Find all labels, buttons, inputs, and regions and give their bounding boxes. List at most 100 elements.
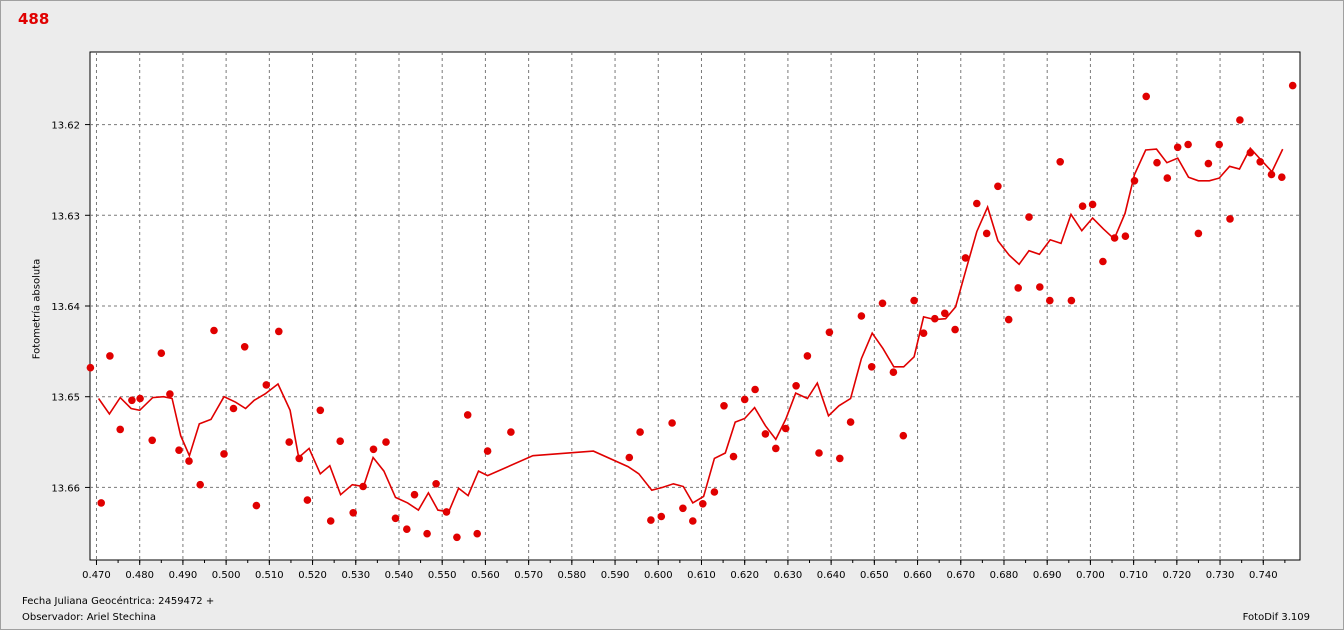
data-point: [740, 395, 749, 404]
data-point: [657, 512, 666, 521]
x-tick-label: 0.570: [514, 570, 543, 581]
x-tick-label: 0.700: [1076, 570, 1105, 581]
julian-date-label: Fecha Juliana Geocéntrica: 2459472 +: [22, 596, 215, 607]
series-line: [97, 146, 1284, 513]
data-point: [262, 381, 271, 389]
data-point: [185, 457, 193, 465]
data-point: [229, 404, 238, 413]
data-point: [710, 488, 719, 496]
data-point: [1226, 215, 1234, 223]
data-point: [275, 327, 283, 336]
data-point: [647, 516, 655, 524]
data-point: [761, 430, 770, 438]
data-point: [973, 199, 981, 208]
y-tick-label: 13.62: [51, 121, 80, 132]
data-point: [772, 444, 780, 453]
data-point: [1278, 173, 1286, 181]
data-point: [382, 438, 390, 446]
data-point: [1267, 170, 1276, 179]
data-point: [128, 396, 136, 405]
data-point: [1153, 158, 1161, 167]
data-point: [919, 329, 928, 338]
data-point: [729, 452, 738, 461]
series-points: [86, 81, 1297, 542]
data-point: [792, 382, 800, 390]
data-point: [166, 390, 174, 398]
x-tick-label: 0.690: [1033, 570, 1062, 581]
x-tick-label: 0.470: [82, 570, 111, 581]
x-tick-label: 0.530: [341, 570, 370, 581]
data-point: [210, 326, 218, 335]
data-point: [1110, 234, 1119, 242]
y-tick-label: 13.66: [51, 483, 80, 494]
y-axis: 13.62 13.63 13.64 13.65 13.66: [51, 121, 90, 494]
data-point: [86, 363, 95, 372]
window-badge: 488: [18, 10, 50, 28]
data-point: [453, 533, 461, 542]
data-point: [463, 411, 472, 419]
data-point: [1056, 158, 1064, 166]
data-point: [507, 428, 515, 436]
data-point: [369, 445, 378, 454]
data-point: [106, 352, 114, 360]
x-tick-label: 0.670: [946, 570, 975, 581]
x-tick-label: 0.490: [169, 570, 198, 581]
data-point: [625, 453, 634, 462]
x-tick-label: 0.710: [1119, 570, 1148, 581]
x-tick-label: 0.720: [1163, 570, 1192, 581]
x-tick-label: 0.550: [428, 570, 457, 581]
data-point: [303, 496, 312, 504]
data-point: [403, 525, 411, 533]
y-tick-label: 13.65: [51, 393, 80, 404]
data-point: [846, 418, 855, 426]
x-tick-label: 0.480: [125, 570, 154, 581]
data-point: [136, 394, 144, 403]
data-point: [359, 482, 367, 491]
data-point: [1288, 81, 1297, 90]
data-point: [423, 529, 431, 538]
x-axis: 0.470 0.480 0.490 0.500 0.510 0.520 0.530 0.540…: [82, 560, 1286, 581]
data-point: [473, 529, 482, 538]
x-tick-label: 0.610: [687, 570, 716, 581]
data-point: [97, 499, 105, 507]
x-tick-label: 0.590: [601, 570, 630, 581]
y-tick-label: 13.64: [51, 302, 80, 313]
data-point: [781, 424, 790, 433]
data-point: [689, 517, 697, 525]
data-point: [668, 419, 676, 427]
data-point: [1236, 116, 1244, 124]
data-point: [1215, 140, 1223, 149]
data-point: [1099, 257, 1107, 266]
data-point: [1046, 296, 1054, 305]
data-point: [1142, 92, 1150, 101]
data-point: [679, 504, 687, 513]
data-point: [1163, 174, 1172, 182]
data-point: [1088, 200, 1097, 209]
x-tick-label: 0.620: [730, 570, 759, 581]
data-point: [910, 296, 918, 305]
data-point: [1004, 315, 1013, 324]
observer-label: Observador: Ariel Stechina: [22, 612, 157, 623]
data-point: [1204, 159, 1213, 168]
data-point: [326, 517, 335, 525]
data-point: [889, 368, 898, 377]
data-point: [432, 480, 440, 488]
data-point: [1014, 284, 1022, 292]
x-tick-label: 0.630: [774, 570, 803, 581]
data-point: [240, 343, 249, 351]
data-point: [157, 349, 166, 358]
data-point: [1121, 232, 1130, 240]
x-tick-label: 0.730: [1206, 570, 1235, 581]
x-tick-label: 0.600: [644, 570, 673, 581]
data-point: [442, 508, 451, 516]
x-tick-label: 0.500: [212, 570, 241, 581]
y-tick-label: 13.63: [51, 211, 80, 222]
x-tick-label: 0.680: [990, 570, 1019, 581]
data-point: [699, 500, 707, 508]
data-point: [941, 309, 949, 318]
data-point: [836, 454, 844, 463]
data-point: [336, 437, 345, 446]
x-tick-label: 0.650: [860, 570, 889, 581]
data-point: [148, 436, 156, 445]
